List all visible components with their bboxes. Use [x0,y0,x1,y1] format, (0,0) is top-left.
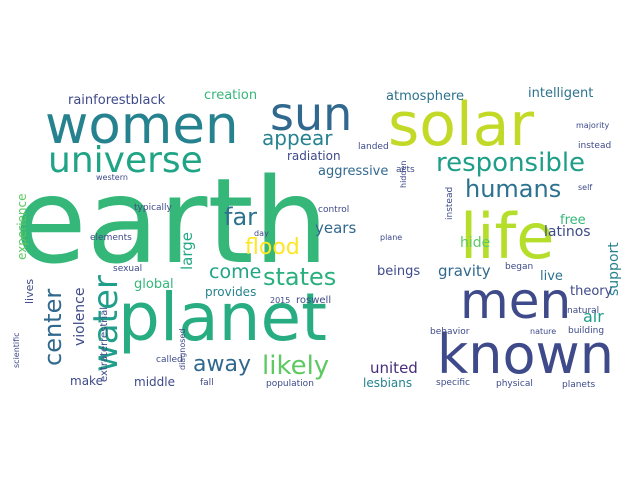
word-make: make [70,374,103,388]
word-elements: elements [90,233,132,243]
word-middle: middle [134,375,175,389]
word-live: live [540,269,563,284]
word-flood: flood [245,235,300,260]
word-intelligent: intelligent [528,86,593,101]
word-hide: hide [460,235,490,251]
word-gravity: gravity [438,262,491,280]
word-typically: typically [134,203,173,213]
word-lesbians: lesbians [363,376,412,390]
word-provides: provides [205,285,256,299]
word-responsible: responsible [436,148,585,178]
word-sexual: sexual [113,264,142,274]
word-building: building [568,326,604,336]
word-2015: 2015 [270,296,290,305]
word-universe: universe [48,140,203,181]
word-theory: theory [570,284,613,299]
word-women: women [45,95,239,156]
word-earth: earth [14,152,328,290]
word-rainforestblack: rainforestblack [68,93,166,108]
word-family: instead [445,187,455,220]
word-self: self [578,183,592,192]
word-large: years [315,219,356,237]
word-planets: planets [562,380,595,390]
word-fall: fall [200,378,214,388]
word-solar: solar [388,90,534,160]
word-population: population [266,379,314,389]
word-years: aggressive [318,164,388,179]
word-western: western [96,173,128,182]
word-diagnosed: diagnosed [178,329,187,370]
word-majority: majority [576,121,609,130]
word-center: humans [465,175,561,203]
word-physical: physical [496,379,533,389]
word-natural: natural [567,306,599,316]
word-extraterrestrial: extraterrestrial [99,307,110,382]
word-violence: violence [72,288,88,346]
word-water: water [86,275,126,372]
word-humans: center [39,289,67,366]
word-roswell: roswell [296,295,331,306]
word-air: air [583,307,604,326]
word-global: global [134,277,174,292]
word-united: united [370,359,418,377]
word-sun: sun [270,87,352,141]
word-lives: lives [23,279,36,304]
word-landed: landed [358,142,389,152]
word-behavior: behavior [430,327,470,337]
word-beings: beings [377,264,420,279]
word-free: free [560,213,586,228]
word-hidden: hidden [399,161,408,188]
word-far: far [224,203,257,231]
word-plane: plane [380,233,402,242]
word-planet: planet [118,279,327,356]
word-atmosphere: atmosphere [386,89,464,104]
word-control: control [318,205,349,215]
word-likely: likely [262,351,329,381]
word-scientific: scientific [12,332,21,368]
word-aggressive: large [178,232,196,270]
word-instead: instead [578,141,611,151]
word-known: known [437,323,614,386]
word-support: support [606,242,622,296]
word-men: men [460,272,571,330]
word-called: called [156,355,183,365]
word-latinos: latinos [544,224,591,240]
word-experience: experience [15,193,29,260]
word-nature: nature [530,327,556,336]
word-appear: appear [262,126,333,150]
word-life: life [460,200,554,273]
word-acts: acts [396,165,415,175]
word-day: day [254,229,269,238]
word-creation: creation [204,88,257,103]
word-radiation: radiation [287,149,341,163]
word-away: away [193,352,251,377]
word-come: come [209,261,261,283]
word-specific: specific [436,378,470,388]
word-began: began [505,262,533,272]
word-states: states [263,263,336,291]
